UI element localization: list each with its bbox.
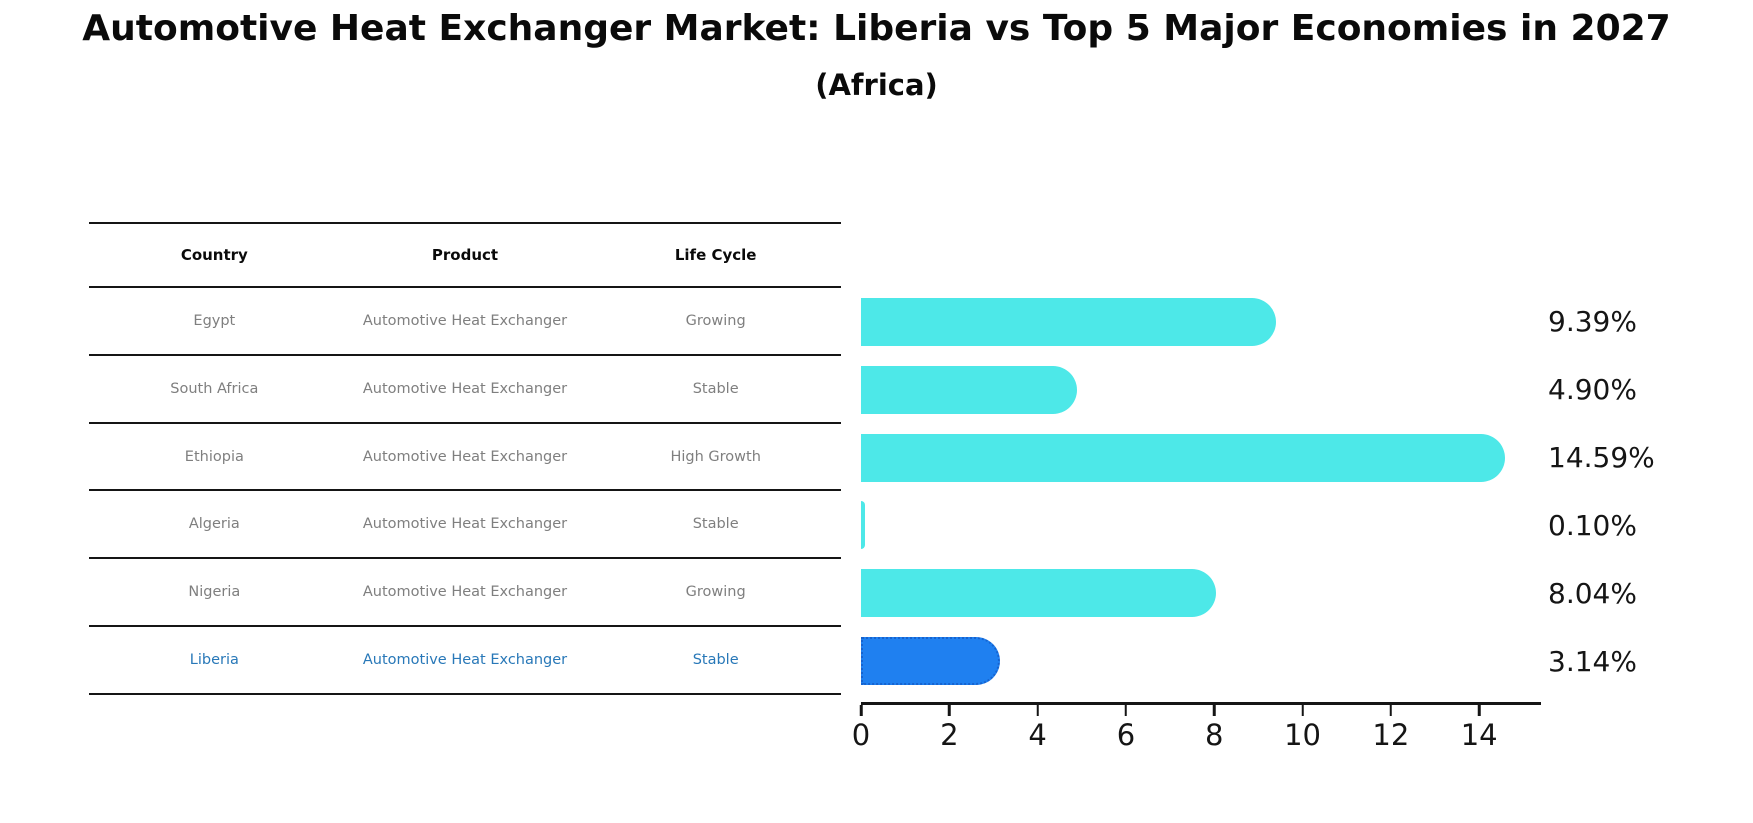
value-row: 8.04% xyxy=(1548,559,1748,627)
value-label-south-africa: 4.90% xyxy=(1548,373,1637,407)
cell-product: Automotive Heat Exchanger xyxy=(362,652,568,669)
x-axis-tick-mark xyxy=(1212,705,1216,716)
x-axis-tick-label: 10 xyxy=(1284,718,1321,752)
x-axis-tick-label: 12 xyxy=(1372,718,1410,752)
value-label-egypt: 9.39% xyxy=(1548,305,1637,339)
cell-country: South Africa xyxy=(170,380,259,397)
cell-life-cycle: Growing xyxy=(685,312,746,329)
table-row-algeria: Algeria Automotive Heat Exchanger Stable xyxy=(89,491,841,560)
chart-subtitle: (Africa) xyxy=(815,68,938,102)
table-row-ethiopia: Ethiopia Automotive Heat Exchanger High … xyxy=(89,424,841,492)
bar-row xyxy=(861,424,1541,492)
x-axis-line xyxy=(861,702,1541,705)
x-axis-tick-mark xyxy=(1477,705,1481,716)
cell-country: Ethiopia xyxy=(184,448,244,465)
cell-product: Automotive Heat Exchanger xyxy=(362,584,568,601)
cell-life-cycle: Stable xyxy=(692,516,739,533)
value-label-ethiopia: 14.59% xyxy=(1548,441,1655,475)
cell-country: Egypt xyxy=(193,312,236,329)
cell-life-cycle: Growing xyxy=(685,584,746,601)
cell-life-cycle: Stable xyxy=(692,652,739,669)
cell-product: Automotive Heat Exchanger xyxy=(362,380,568,397)
x-axis-tick-mark xyxy=(948,705,951,716)
bar-row xyxy=(861,491,1541,559)
country-table: Country Product Life Cycle Egypt Automot… xyxy=(89,222,841,695)
value-label-liberia: 3.14% xyxy=(1548,644,1637,678)
bar-row xyxy=(861,288,1541,356)
table-row-south-africa: South Africa Automotive Heat Exchanger S… xyxy=(89,356,841,424)
table-row-liberia: Liberia Automotive Heat Exchanger Stable xyxy=(89,627,841,693)
x-axis-tick-label: 4 xyxy=(1028,718,1047,752)
table-header-product: Product xyxy=(431,246,499,264)
value-row: 3.14% xyxy=(1548,627,1748,695)
x-axis-tick-mark xyxy=(1389,705,1393,716)
table-header-life-cycle: Life Cycle xyxy=(674,246,757,264)
table-row-egypt: Egypt Automotive Heat Exchanger Growing xyxy=(89,288,841,356)
x-axis-tick-label: 6 xyxy=(1116,718,1136,752)
value-row: 4.90% xyxy=(1548,356,1748,424)
bar-algeria xyxy=(861,501,866,550)
value-row: 14.59% xyxy=(1548,424,1748,492)
cell-country: Algeria xyxy=(188,516,240,533)
bar-egypt xyxy=(861,297,1276,346)
cell-life-cycle: High Growth xyxy=(670,448,761,465)
bar-nigeria xyxy=(861,569,1216,618)
cell-product: Automotive Heat Exchanger xyxy=(362,312,568,329)
bar-liberia xyxy=(861,637,1000,686)
value-row: 9.39% xyxy=(1548,288,1748,356)
cell-life-cycle: Stable xyxy=(692,380,739,397)
table-row-nigeria: Nigeria Automotive Heat Exchanger Growin… xyxy=(89,559,841,628)
bar-row xyxy=(861,356,1541,424)
bar-value-labels: 9.39% 4.90% 14.59% 0.10% 8.04% 3.14% xyxy=(1548,288,1748,695)
bar-south-africa xyxy=(861,365,1078,414)
x-axis-tick-label: 2 xyxy=(940,718,959,752)
bar-row xyxy=(861,559,1541,627)
cell-product: Automotive Heat Exchanger xyxy=(362,448,568,465)
x-axis-tick-label: 0 xyxy=(851,718,871,752)
x-axis-tick-mark xyxy=(1124,705,1128,716)
table-header-country: Country xyxy=(180,246,248,264)
bar-ethiopia xyxy=(861,433,1506,482)
value-row: 0.10% xyxy=(1548,491,1748,559)
bar-row xyxy=(861,627,1541,695)
cell-country: Nigeria xyxy=(188,584,241,601)
x-axis-tick-mark xyxy=(1301,705,1304,716)
x-axis-tick-label: 14 xyxy=(1460,718,1498,752)
x-axis-ticks: 0 2 4 6 8 10 12 14 xyxy=(852,702,1541,757)
value-label-algeria: 0.10% xyxy=(1548,508,1637,542)
chart-title: Automotive Heat Exchanger Market: Liberi… xyxy=(82,8,1671,49)
x-axis-tick-mark xyxy=(859,705,863,716)
cell-product: Automotive Heat Exchanger xyxy=(362,516,568,533)
x-axis-tick-label: 8 xyxy=(1205,718,1224,752)
x-axis-tick-mark xyxy=(1036,705,1039,716)
cell-country: Liberia xyxy=(189,652,239,669)
table-header-row: Country Product Life Cycle xyxy=(89,224,841,288)
value-label-nigeria: 8.04% xyxy=(1548,576,1637,610)
bar-plot-area xyxy=(861,288,1541,695)
